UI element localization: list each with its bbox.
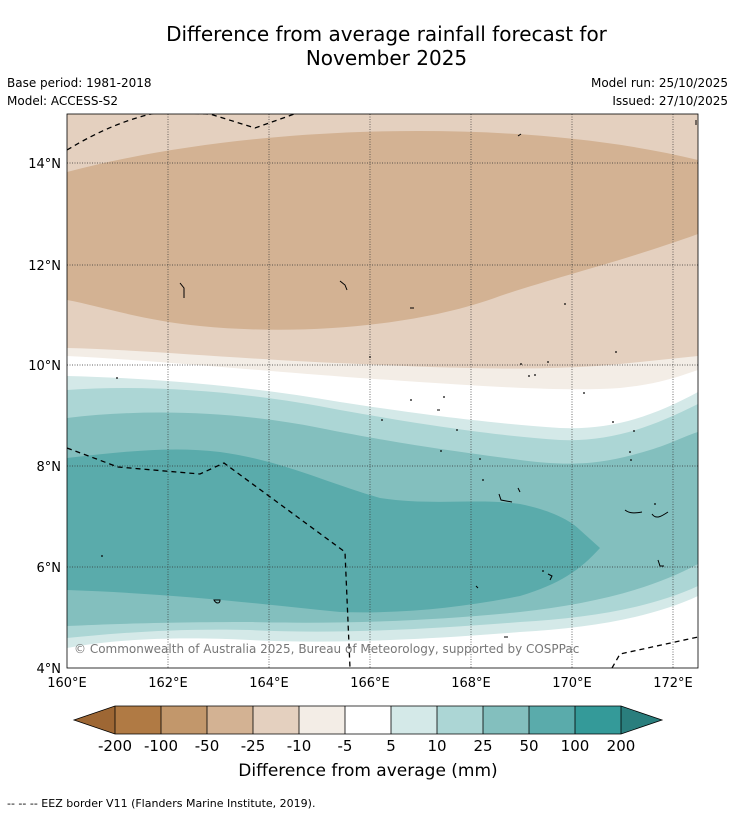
colorbar-swatch (529, 706, 575, 734)
colorbar-title: Difference from average (mm) (238, 761, 498, 781)
lon-label: 164°E (249, 676, 289, 691)
colorbar-tick: -50 (195, 737, 220, 755)
model-run: Model run: 25/10/2025 (590, 76, 728, 90)
lon-label: 160°E (47, 676, 87, 691)
colorbar-swatch (575, 706, 621, 734)
lon-label: 166°E (350, 676, 390, 691)
colorbar-tick: -10 (287, 737, 312, 755)
lat-label: 4°N (37, 662, 62, 677)
anomaly-band-minus25-minus50 (67, 131, 698, 330)
lat-label: 6°N (37, 561, 62, 576)
lat-label: 14°N (28, 157, 61, 172)
map-frame (66, 113, 699, 669)
lat-label: 10°N (28, 359, 61, 374)
atoll-dots (101, 303, 656, 572)
graticule (67, 114, 698, 668)
anomaly-band-50-100 (67, 449, 600, 613)
colorbar-tick: -5 (338, 737, 353, 755)
colorbar-swatch (483, 706, 529, 734)
colorbar-swatch (391, 706, 437, 734)
colorbar-swatch (299, 706, 345, 734)
model-name: Model: ACCESS-S2 (7, 94, 119, 108)
issued-date: Issued: 27/10/2025 (612, 94, 728, 108)
rainfall-anomaly-field (67, 114, 698, 668)
colorbar-extend-high (621, 706, 662, 734)
colorbar-tick: 25 (473, 737, 492, 755)
colorbar-extend-low (74, 706, 115, 734)
colorbar: -200 -100 -50 -25 -10 -5 5 10 25 50 100 … (72, 705, 664, 755)
colorbar-tick: 200 (607, 737, 636, 755)
title-line-1: Difference from average rainfall forecas… (166, 22, 607, 46)
colorbar-swatch (253, 706, 299, 734)
colorbar-tick: 5 (386, 737, 396, 755)
lat-label: 12°N (28, 259, 61, 274)
islands (179, 120, 697, 638)
colorbar-swatch (207, 706, 253, 734)
lon-label: 170°E (552, 676, 592, 691)
colorbar-swatch (345, 706, 391, 734)
eez-footnote: -- -- -- EEZ border V11 (Flanders Marine… (7, 797, 316, 810)
lat-label: 8°N (37, 460, 62, 475)
copyright-text: © Commonwealth of Australia 2025, Bureau… (74, 642, 579, 656)
colorbar-swatch (437, 706, 483, 734)
lon-label: 162°E (148, 676, 188, 691)
lon-label: 168°E (451, 676, 491, 691)
colorbar-tick: 100 (561, 737, 590, 755)
colorbar-tick: -25 (241, 737, 266, 755)
eez-border (67, 114, 698, 668)
colorbar-tick: -200 (98, 737, 132, 755)
lon-label: 172°E (653, 676, 693, 691)
longitude-labels: 160°E 162°E 164°E 166°E 168°E 170°E 172°… (47, 676, 693, 691)
colorbar-tick: 10 (427, 737, 446, 755)
title-line-2: November 2025 (305, 46, 468, 70)
meta-left: Base period: 1981-2018 Model: ACCESS-S2 (7, 74, 152, 110)
colorbar-tick: -100 (144, 737, 178, 755)
colorbar-swatch (115, 706, 161, 734)
meta-right: Model run: 25/10/2025 Issued: 27/10/2025 (591, 74, 728, 110)
colorbar-tick: 50 (519, 737, 538, 755)
colorbar-swatch (161, 706, 207, 734)
colorbar-dividers (114, 706, 622, 734)
colorbar-tick-labels: -200 -100 -50 -25 -10 -5 5 10 25 50 100 … (98, 737, 635, 755)
latitude-labels: 14°N 12°N 10°N 8°N 6°N 4°N (28, 157, 61, 677)
base-period: Base period: 1981-2018 (7, 76, 152, 90)
map-title: Difference from average rainfall forecas… (0, 22, 736, 70)
